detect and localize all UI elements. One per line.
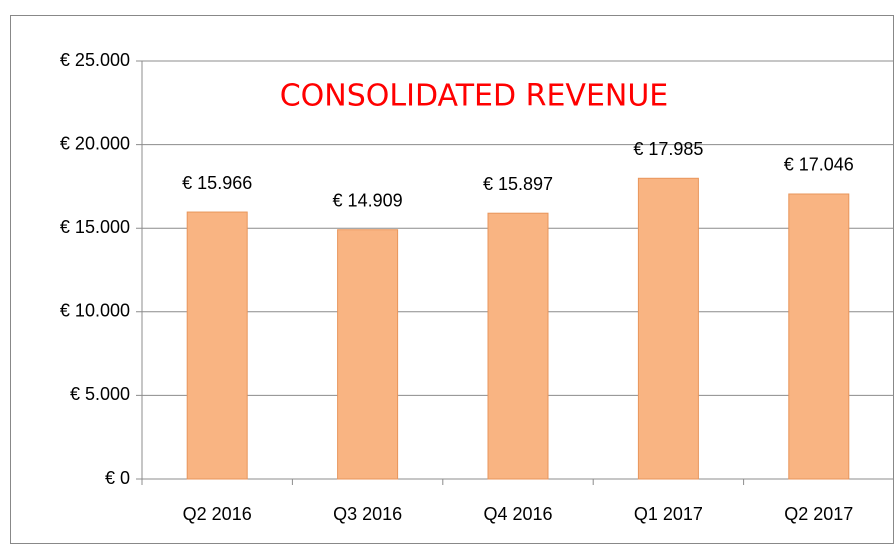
x-tick-label: Q2 2016	[183, 504, 252, 524]
x-tick-label: Q1 2017	[634, 504, 703, 524]
value-label: € 14.909	[333, 190, 403, 210]
bar	[788, 193, 850, 480]
y-tick-label: € 5.000	[70, 384, 130, 404]
y-tick-label: € 10.000	[60, 301, 130, 321]
bar	[487, 212, 549, 480]
x-tick-label: Q2 2017	[784, 504, 853, 524]
value-label: € 17.046	[784, 155, 854, 175]
bar	[337, 229, 399, 480]
y-tick-label: € 0	[105, 468, 130, 488]
x-tick-label: Q3 2016	[333, 504, 402, 524]
bar	[637, 177, 699, 480]
value-label: € 15.897	[483, 174, 553, 194]
chart-title: CONSOLIDATED REVENUE	[280, 79, 669, 114]
value-label: € 17.985	[633, 139, 703, 159]
bar	[186, 211, 248, 480]
y-tick-label: € 25.000	[60, 50, 130, 70]
y-tick-label: € 15.000	[60, 217, 130, 237]
chart-border	[10, 15, 894, 544]
x-tick-label: Q4 2016	[483, 504, 552, 524]
value-label: € 15.966	[182, 173, 252, 193]
y-tick-label: € 20.000	[60, 133, 130, 153]
